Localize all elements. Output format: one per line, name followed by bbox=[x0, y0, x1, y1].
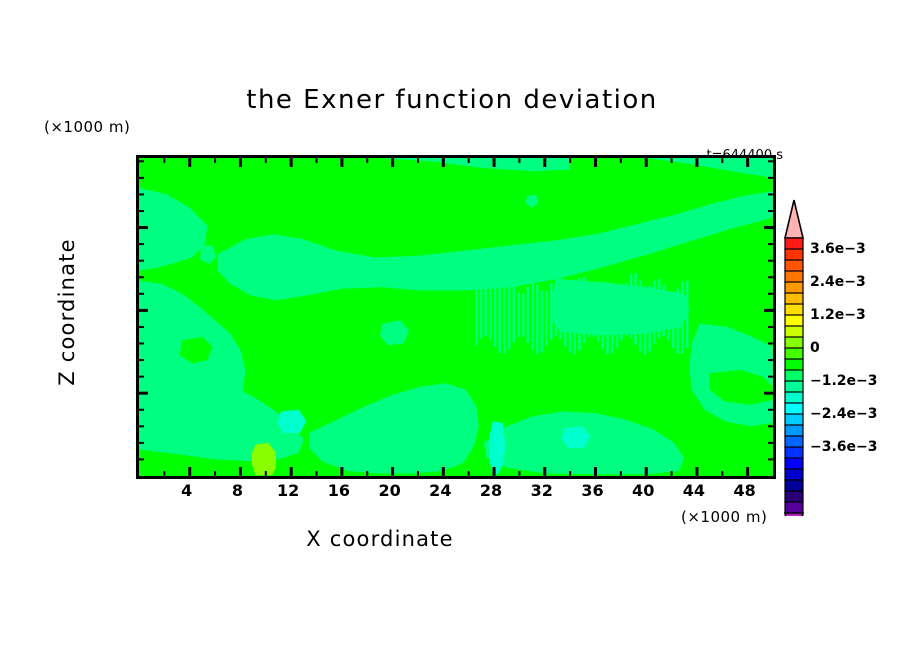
colorbar-band-18 bbox=[784, 435, 804, 448]
colorbar-band-13 bbox=[784, 380, 804, 393]
x-axis-title: X coordinate bbox=[306, 527, 454, 551]
wave-striation-1 bbox=[479, 275, 483, 339]
colorbar-label-2: 1.2e−3 bbox=[810, 307, 866, 323]
colorbar-band-1 bbox=[784, 248, 804, 261]
colorbar-over-arrow bbox=[783, 199, 805, 239]
colorbar-band-10 bbox=[784, 347, 804, 360]
colorbar-band-11 bbox=[784, 358, 804, 371]
wave-striation-3 bbox=[489, 281, 492, 340]
wave-striation-0 bbox=[475, 283, 478, 346]
wave-striation-13 bbox=[535, 284, 539, 355]
wave-striation-8 bbox=[512, 284, 516, 342]
contour-field bbox=[139, 158, 773, 476]
colorbar-band-17 bbox=[784, 424, 804, 437]
colorbar-band-2 bbox=[784, 259, 804, 272]
x-tick-label-16: 16 bbox=[327, 481, 351, 500]
x-tick-label-4: 4 bbox=[181, 481, 193, 500]
colorbar-band-14 bbox=[784, 391, 804, 404]
colorbar-band-20 bbox=[784, 457, 804, 470]
x-tick-label-8: 8 bbox=[231, 481, 244, 500]
wave-striation-12 bbox=[531, 282, 534, 350]
x-tick-label-40: 40 bbox=[632, 481, 655, 500]
contour-band-negative-center-lower bbox=[308, 383, 479, 474]
wave-striation-7 bbox=[507, 276, 511, 350]
colorbar-band-7 bbox=[784, 314, 804, 327]
wave-train-core bbox=[549, 278, 690, 336]
colorbar-band-8 bbox=[784, 325, 804, 338]
colorbar-band-3 bbox=[784, 270, 804, 283]
contour-patch-cool-x12 bbox=[277, 409, 307, 433]
colorbar-band-24 bbox=[784, 501, 804, 514]
colorbar-label-0: 3.6e−3 bbox=[810, 241, 866, 257]
wave-striation-11 bbox=[526, 287, 530, 343]
colorbar-swatches bbox=[783, 199, 805, 572]
colorbar-label-4: −1.2e−3 bbox=[810, 373, 878, 389]
wave-striation-2 bbox=[484, 275, 487, 337]
contour-patch-a bbox=[199, 245, 217, 264]
colorbar-label-3: 0 bbox=[810, 340, 820, 356]
y-axis-title: Z coordinate bbox=[55, 238, 79, 386]
wave-striation-5 bbox=[498, 282, 501, 353]
x-tick-label-12: 12 bbox=[277, 481, 300, 500]
colorbar-band-16 bbox=[784, 413, 804, 426]
x-tick-label-48: 48 bbox=[733, 481, 756, 500]
chart-title: the Exner function deviation bbox=[246, 85, 658, 115]
wave-striation-6 bbox=[503, 276, 506, 354]
colorbar-band-23 bbox=[784, 490, 804, 503]
wave-striation-9 bbox=[517, 292, 520, 337]
colorbar-band-15 bbox=[784, 402, 804, 415]
contour-dot-a bbox=[525, 194, 539, 208]
x-tick-label-24: 24 bbox=[429, 481, 452, 500]
colorbar-band-22 bbox=[784, 479, 804, 492]
contour-island-positive-left bbox=[179, 336, 213, 364]
contour-band-negative-central bbox=[217, 191, 773, 301]
contour-band-negative-top-right bbox=[646, 158, 773, 178]
contour-band-negative-left-lower bbox=[139, 366, 304, 462]
contour-blob-warm-x10 bbox=[251, 442, 276, 476]
contour-band-negative-top-strip bbox=[379, 158, 571, 172]
colorbar-band-4 bbox=[784, 281, 804, 294]
wave-striation-10 bbox=[521, 293, 525, 337]
x-axis-unit-label: (×1000 m) bbox=[681, 508, 768, 526]
colorbar-band-0 bbox=[784, 237, 804, 250]
colorbar-band-12 bbox=[784, 369, 804, 382]
colorbar-band-5 bbox=[784, 292, 804, 305]
x-tick-label-20: 20 bbox=[378, 481, 401, 500]
wave-striation-14 bbox=[540, 290, 544, 353]
contour-plume-cool-x28 bbox=[489, 421, 506, 475]
x-tick-label-44: 44 bbox=[682, 481, 706, 500]
colorbar-label-6: −3.6e−3 bbox=[810, 439, 878, 455]
colorbar-band-21 bbox=[784, 468, 804, 481]
colorbar-band-6 bbox=[784, 303, 804, 316]
y-axis-unit-label: (×1000 m) bbox=[44, 118, 131, 136]
x-tick-label-32: 32 bbox=[530, 481, 553, 500]
wave-striation-15 bbox=[545, 291, 548, 347]
contour-plot-area bbox=[136, 155, 776, 479]
contour-patch-cool-x34 bbox=[561, 426, 591, 448]
contour-island-positive-right bbox=[709, 370, 773, 405]
x-tick-label-28: 28 bbox=[479, 481, 503, 500]
x-tick-label-36: 36 bbox=[581, 481, 604, 500]
colorbar-band-19 bbox=[784, 446, 804, 459]
colorbar-under-arrow bbox=[784, 512, 804, 572]
colorbar-label-1: 2.4e−3 bbox=[810, 274, 866, 290]
wave-striation-4 bbox=[493, 285, 497, 347]
contour-band-negative-upper-left bbox=[139, 187, 208, 271]
colorbar-band-9 bbox=[784, 336, 804, 349]
colorbar bbox=[778, 198, 810, 572]
contour-patch-b bbox=[379, 320, 410, 346]
colorbar-label-5: −2.4e−3 bbox=[810, 406, 878, 422]
